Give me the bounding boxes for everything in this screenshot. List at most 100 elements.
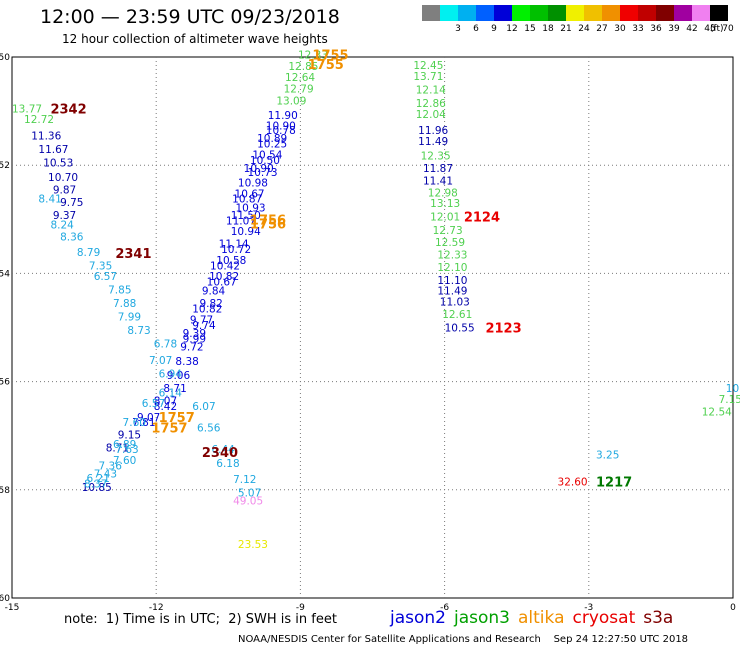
wave-height-label: 8.24 xyxy=(50,220,74,232)
lat-tick-label: -50 xyxy=(0,53,10,63)
scale-swatch xyxy=(674,5,692,21)
legend-item-altika: altika xyxy=(518,608,565,628)
wave-height-label: 9.77 xyxy=(190,314,213,326)
scale-swatch xyxy=(422,5,440,21)
footnote: note: 1) Time is in UTC; 2) SWH is in fe… xyxy=(64,612,337,627)
pass-time-label: 2342 xyxy=(50,102,86,117)
scale-swatch xyxy=(512,5,530,21)
pass-time-label: 1217 xyxy=(596,476,632,491)
wave-height-label: 6.57 xyxy=(142,398,165,410)
pass-time-label: 1755 xyxy=(312,48,348,63)
pass-time-label: 2341 xyxy=(115,247,151,262)
pass-time-label: 1755 xyxy=(308,58,344,73)
scale-label: 15 xyxy=(524,24,536,34)
wave-height-label: 8.79 xyxy=(77,247,100,259)
wave-height-label: 13.71 xyxy=(413,71,443,83)
scale-label: 12 xyxy=(506,24,518,34)
wave-height-label: 9.72 xyxy=(180,341,203,353)
wave-height-label: 6.44 xyxy=(211,444,235,456)
pass-time-label: 1757 xyxy=(159,411,195,426)
wave-height-label: 8.71 xyxy=(163,383,186,395)
wave-height-label: 11.36 xyxy=(31,130,61,142)
wave-height-label: 11.67 xyxy=(38,144,68,156)
scale-swatch xyxy=(692,5,710,21)
wave-height-label: 8.36 xyxy=(60,232,84,244)
wave-height-label: 10.78 xyxy=(266,125,296,137)
wave-height-label: 6.07 xyxy=(192,401,215,413)
wave-height-label: 9.87 xyxy=(53,185,76,197)
legend-item-s3a: s3a xyxy=(643,608,674,628)
legend-item-jason3: jason3 xyxy=(454,608,510,628)
scale-unit: (ft) xyxy=(710,24,724,34)
wave-height-label: 6.21 xyxy=(87,473,110,485)
wave-height-label: 12.85 xyxy=(288,61,318,73)
wave-height-label: 10.98 xyxy=(238,178,268,190)
wave-height-label: 7.81 xyxy=(132,417,155,429)
wave-height-label: 7.07 xyxy=(149,355,172,367)
wave-height-label: 9.84 xyxy=(202,286,226,298)
wave-height-label: 49.05 xyxy=(233,496,263,508)
pass-time-label: 2123 xyxy=(485,322,521,337)
wave-height-label: 11.49 xyxy=(437,286,467,298)
wave-height-label: 12.73 xyxy=(433,225,463,237)
wave-height-label: 6.78 xyxy=(154,339,177,351)
wave-height-label: 23.53 xyxy=(238,539,268,551)
wave-height-label: 12.61 xyxy=(442,309,472,321)
wave-height-label: 10.50 xyxy=(250,155,280,167)
wave-height-label: 10.87 xyxy=(232,194,262,206)
wave-height-label: 10.85 xyxy=(82,482,112,494)
wave-height-label: 8.71 xyxy=(106,443,129,455)
wave-height-label: 9.06 xyxy=(167,370,191,382)
scale-label: 21 xyxy=(560,24,572,34)
scale-swatch xyxy=(494,5,512,21)
legend-item-jason2: jason2 xyxy=(390,608,446,628)
pass-time-label: 1757 xyxy=(151,422,187,437)
scale-label: 30 xyxy=(614,24,626,34)
wave-height-label: 10.55 xyxy=(445,323,475,335)
map-frame xyxy=(11,56,734,599)
wave-height-label: 11.50 xyxy=(231,210,261,222)
wave-height-label: 11.49 xyxy=(418,136,448,148)
wave-height-label: 11.90 xyxy=(268,110,298,122)
wave-height-label: 7.60 xyxy=(113,455,136,467)
lat-tick-label: -56 xyxy=(0,378,10,388)
wave-height-label: 8.37 xyxy=(84,478,107,490)
wave-height-label: 12.04 xyxy=(416,109,446,121)
wave-height-label: 9.07 xyxy=(137,412,160,424)
wave-height-label: 11.96 xyxy=(418,125,448,137)
wave-height-label: 10.70 xyxy=(48,172,78,184)
scale-label: 3 xyxy=(455,24,461,34)
wave-height-label: 8.38 xyxy=(175,356,198,368)
wave-height-label: 10.93 xyxy=(236,202,266,214)
legend-item-cryosat: cryosat xyxy=(572,608,636,628)
pass-time-label: 2340 xyxy=(202,446,238,461)
scale-swatch xyxy=(584,5,602,21)
wave-height-label: 12.35 xyxy=(421,150,451,162)
scale-label: 45 xyxy=(704,24,716,34)
scale-label: 6 xyxy=(473,24,479,34)
scale-label: 18 xyxy=(542,24,554,34)
wave-height-label: 10.67 xyxy=(235,188,265,200)
wave-height-label: 7.60 xyxy=(123,417,146,429)
pass-time-label: 1756 xyxy=(250,213,286,228)
wave-height-label: 10.94 xyxy=(231,226,261,238)
wave-height-label: 10.90 xyxy=(266,121,296,133)
wave-height-label: 6.57 xyxy=(94,271,117,283)
lat-tick-label: -54 xyxy=(0,269,10,279)
wave-height-label: 10.67 xyxy=(207,277,237,289)
scale-label: 70 xyxy=(722,24,734,34)
wave-height-label: 12.59 xyxy=(435,237,465,249)
wave-height-label: 9.82 xyxy=(199,298,222,310)
wave-height-label: 7.43 xyxy=(94,469,117,481)
wave-height-label: 8.41 xyxy=(38,194,61,206)
wave-height-label: 32.60 xyxy=(558,477,588,489)
wave-height-label: 10.58 xyxy=(216,255,246,267)
wave-height-label: 10.72 xyxy=(221,244,251,256)
scale-swatch xyxy=(710,5,728,21)
wave-height-label: 13.09 xyxy=(276,95,306,107)
wave-height-label: 10.53 xyxy=(43,157,73,169)
scale-label: 9 xyxy=(491,24,497,34)
wave-height-label: 6.18 xyxy=(216,458,239,470)
wave-height-label: 11.87 xyxy=(423,163,453,175)
